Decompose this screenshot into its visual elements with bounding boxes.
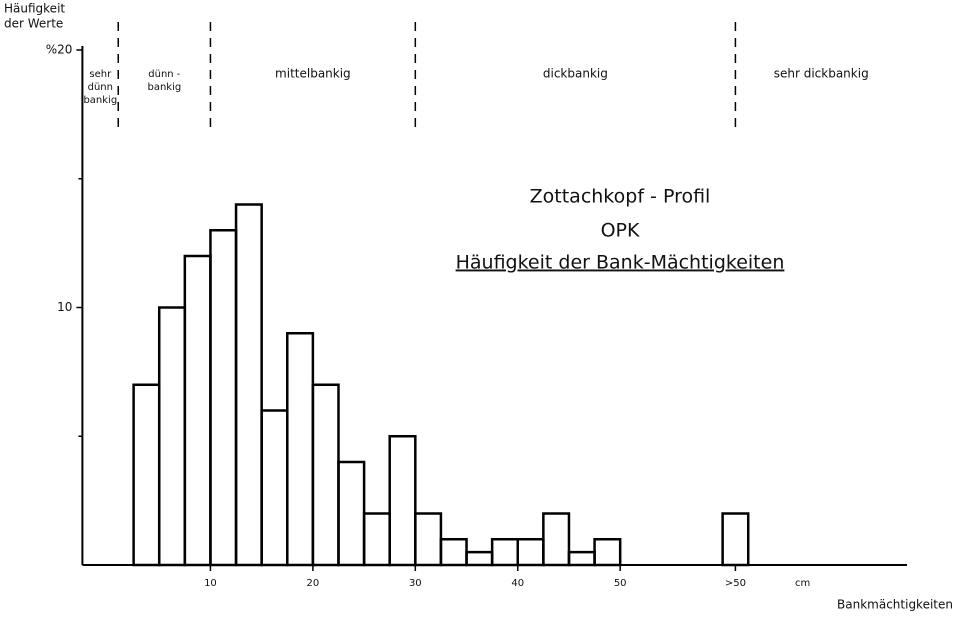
x-tick-label: 50 [614, 578, 627, 589]
region-label: sehr dickbankig [774, 67, 869, 81]
histogram-bar [234, 203, 263, 567]
histogram-bar [286, 332, 315, 567]
histogram-bar [311, 383, 340, 567]
x-tick-label: >50 [725, 578, 746, 589]
y-axis-label: der Werte [4, 17, 63, 31]
x-tick-label: 20 [307, 578, 320, 589]
region-label: mittelbankig [275, 67, 351, 81]
histogram-bar [721, 512, 750, 567]
x-tick-label: 10 [204, 578, 217, 589]
annotation: Zottachkopf - Profil [530, 186, 711, 208]
annotation: OPK [601, 220, 640, 242]
annotation: Häufigkeit der Bank-Mächtigkeiten [456, 252, 785, 274]
histogram-bar [157, 306, 187, 567]
y-tick-label: %20 [46, 43, 73, 57]
histogram-bar [516, 538, 545, 567]
region-label: bankig [147, 82, 181, 93]
histogram-bar [414, 512, 443, 567]
histogram-bar [593, 538, 622, 567]
histogram-bar [183, 254, 212, 567]
histogram-bar [260, 409, 289, 567]
histogram-bar [337, 460, 366, 567]
histogram-bar [465, 550, 494, 567]
y-axis-label: Häufigkeit [4, 2, 65, 16]
region-label: dünn [88, 82, 113, 93]
region-label: bankig [83, 95, 117, 106]
histogram-bar [490, 538, 519, 567]
region-label: dünn - [148, 69, 181, 80]
x-axis-unit: cm [795, 578, 810, 589]
histogram-bar [567, 550, 596, 567]
y-tick-label: 10 [57, 300, 72, 314]
histogram-bar [362, 512, 391, 567]
histogram-bar [132, 383, 161, 567]
histogram-bar [209, 229, 238, 567]
x-tick-label: 40 [511, 578, 524, 589]
histogram-bar [542, 512, 571, 567]
x-tick-label: 30 [409, 578, 422, 589]
region-label: sehr [89, 69, 112, 80]
x-axis-label: Bankmächtigkeiten [837, 598, 953, 612]
histogram-bar [439, 538, 468, 567]
histogram-bar [388, 435, 417, 567]
region-label: dickbankig [543, 67, 608, 81]
